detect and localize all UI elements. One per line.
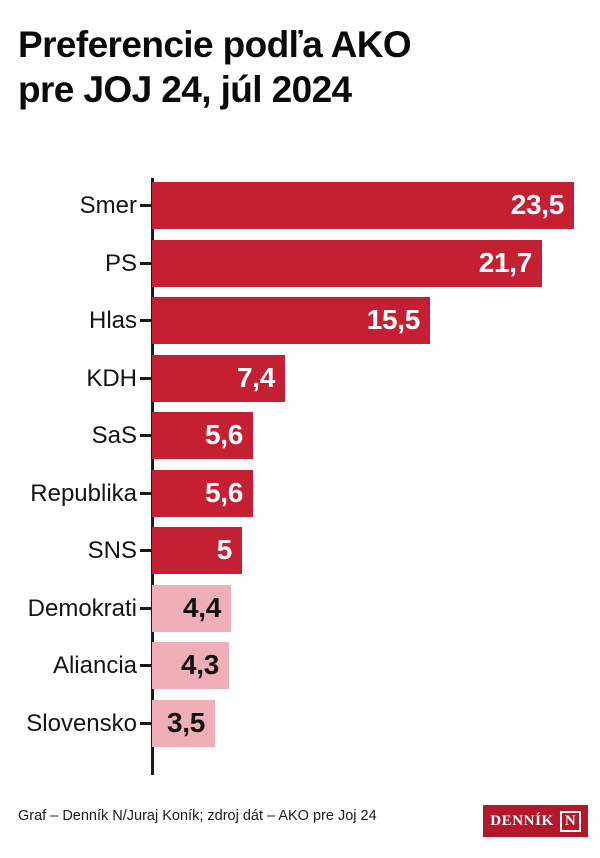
bar[interactable]: 5 [152,527,242,574]
logo-n-mark: N [559,810,581,832]
category-label: Hlas [88,307,137,334]
bar-row: Republika 5,6 [0,469,600,517]
bar-row: SNS 5 [0,527,600,574]
bar-value-label: 5 [216,534,233,565]
source-note: Graf – Denník N/Juraj Koník; zdroj dát –… [18,808,377,824]
axis-tick [140,376,151,380]
bar[interactable]: 3,5 [152,699,215,747]
category-label: Aliancia [52,652,137,679]
axis-tick [140,606,151,610]
logo-wordmark: DENNÍK [490,812,554,829]
axis-tick [140,261,151,265]
bar-value-label: 15,5 [366,304,421,335]
bar-value-label: 21,7 [478,246,533,278]
category-label: Slovensko [26,709,137,737]
bar-chart-plot-area: Smer 23,5 PS 21,7 Hlas 15,5 KDH 7,4 SaS 5,6 Republ… [0,178,600,778]
bar-row: Slovensko 3,5 [0,699,600,747]
category-label: Republika [30,479,137,507]
bar-value-label: 7,4 [236,361,275,393]
axis-tick [140,434,151,437]
axis-tick [140,664,151,667]
page-title: Preferencie podľa AKO pre JOJ 24, júl 20… [18,24,412,110]
logo-n-letter: N [564,812,576,829]
bar-value-label: 5,6 [204,476,243,508]
bar-value-label: 4,3 [180,649,219,680]
bar[interactable]: 7,4 [152,354,285,402]
axis-tick [140,319,151,322]
bar-value-label: 5,6 [204,419,243,450]
bar-row: Demokrati 4,4 [0,584,600,632]
category-label: Smer [79,192,137,219]
bar-row: PS 21,7 [0,239,600,287]
bar-row: KDH 7,4 [0,354,600,402]
axis-tick [140,549,151,552]
bar-value-label: 23,5 [510,189,565,220]
bar[interactable]: 21,7 [152,239,542,287]
bar[interactable]: 15,5 [152,297,430,344]
category-label: SNS [87,537,137,564]
category-label: Demokrati [27,594,137,622]
bar-row: Aliancia 4,3 [0,642,600,689]
bar[interactable]: 4,4 [152,584,231,632]
bar-row: Hlas 15,5 [0,297,600,344]
axis-tick [140,721,151,725]
bar-row: SaS 5,6 [0,412,600,459]
category-label: SaS [91,422,137,449]
dennik-n-logo: DENNÍK N [483,805,588,837]
bar[interactable]: 23,5 [152,182,574,229]
axis-tick [140,491,151,495]
bar-value-label: 3,5 [166,706,205,738]
axis-tick [140,204,151,207]
category-label: PS [104,249,137,277]
bar-value-label: 4,4 [182,591,221,623]
bar[interactable]: 5,6 [152,469,253,517]
bar[interactable]: 4,3 [152,642,229,689]
category-label: KDH [86,364,137,392]
bar[interactable]: 5,6 [152,412,253,459]
bar-row: Smer 23,5 [0,182,600,229]
